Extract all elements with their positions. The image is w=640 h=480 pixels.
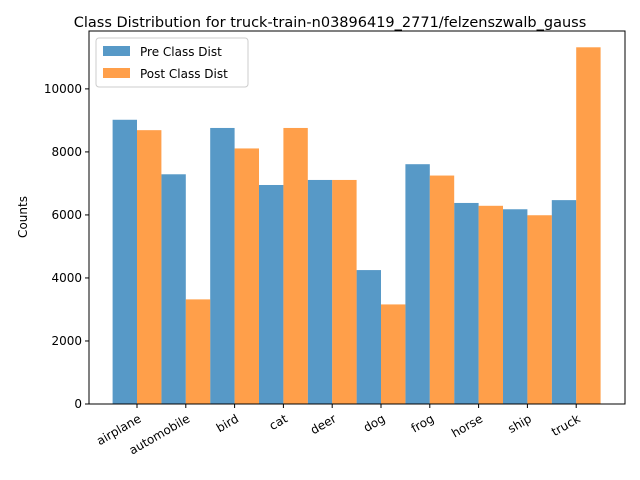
x-tick-label-truck: truck [549,411,583,439]
legend-swatch-post [103,68,130,78]
bar-post-airplane [137,130,162,404]
bar-post-dog [381,304,406,404]
bars-group [112,47,601,405]
x-tick-label-deer: deer [308,411,339,437]
legend-swatch-pre [103,46,130,56]
legend: Pre Class Dist Post Class Dist [95,37,249,88]
bar-pre-automobile [161,174,186,404]
bar-pre-truck [551,200,577,404]
bar-pre-deer [307,179,333,404]
bar-pre-bird [210,127,235,405]
x-tick-label-bird: bird [214,411,241,435]
x-tick-label-frog: frog [409,411,437,435]
bar-post-bird [234,148,259,404]
x-tick-label-cat: cat [267,411,290,433]
bar-pre-horse [454,202,479,404]
y-tick-label: 0 [74,397,82,411]
legend-box [95,37,249,88]
bar-pre-airplane [112,119,137,404]
y-tick-label: 8000 [51,145,82,159]
x-tick-label-horse: horse [449,411,485,440]
y-tick-label: 10000 [44,82,82,96]
y-tick-label: 6000 [51,208,82,222]
bar-pre-frog [405,164,430,404]
legend-label-pre: Pre Class Dist [140,45,222,59]
bar-post-cat [283,127,308,405]
bar-pre-cat [259,184,284,404]
bar-pre-dog [356,270,381,404]
chart-title: Class Distribution for truck-train-n0389… [74,15,587,31]
y-tick-label: 2000 [51,334,82,348]
legend-label-post: Post Class Dist [140,67,228,81]
bar-post-automobile [185,299,211,404]
bar-post-ship [527,215,552,404]
x-tick-label-ship: ship [505,411,533,436]
y-tick-label: 4000 [51,271,82,285]
x-tick-label-dog: dog [361,411,388,434]
bar-post-horse [478,205,503,404]
y-axis-label: Counts [16,196,30,238]
bar-pre-ship [503,209,528,404]
bar-post-truck [576,47,601,404]
bar-post-deer [332,179,357,404]
bar-post-frog [429,175,455,404]
plot-frame [88,30,626,405]
y-axis: 0 2000 4000 6000 8000 10000 [44,82,89,411]
